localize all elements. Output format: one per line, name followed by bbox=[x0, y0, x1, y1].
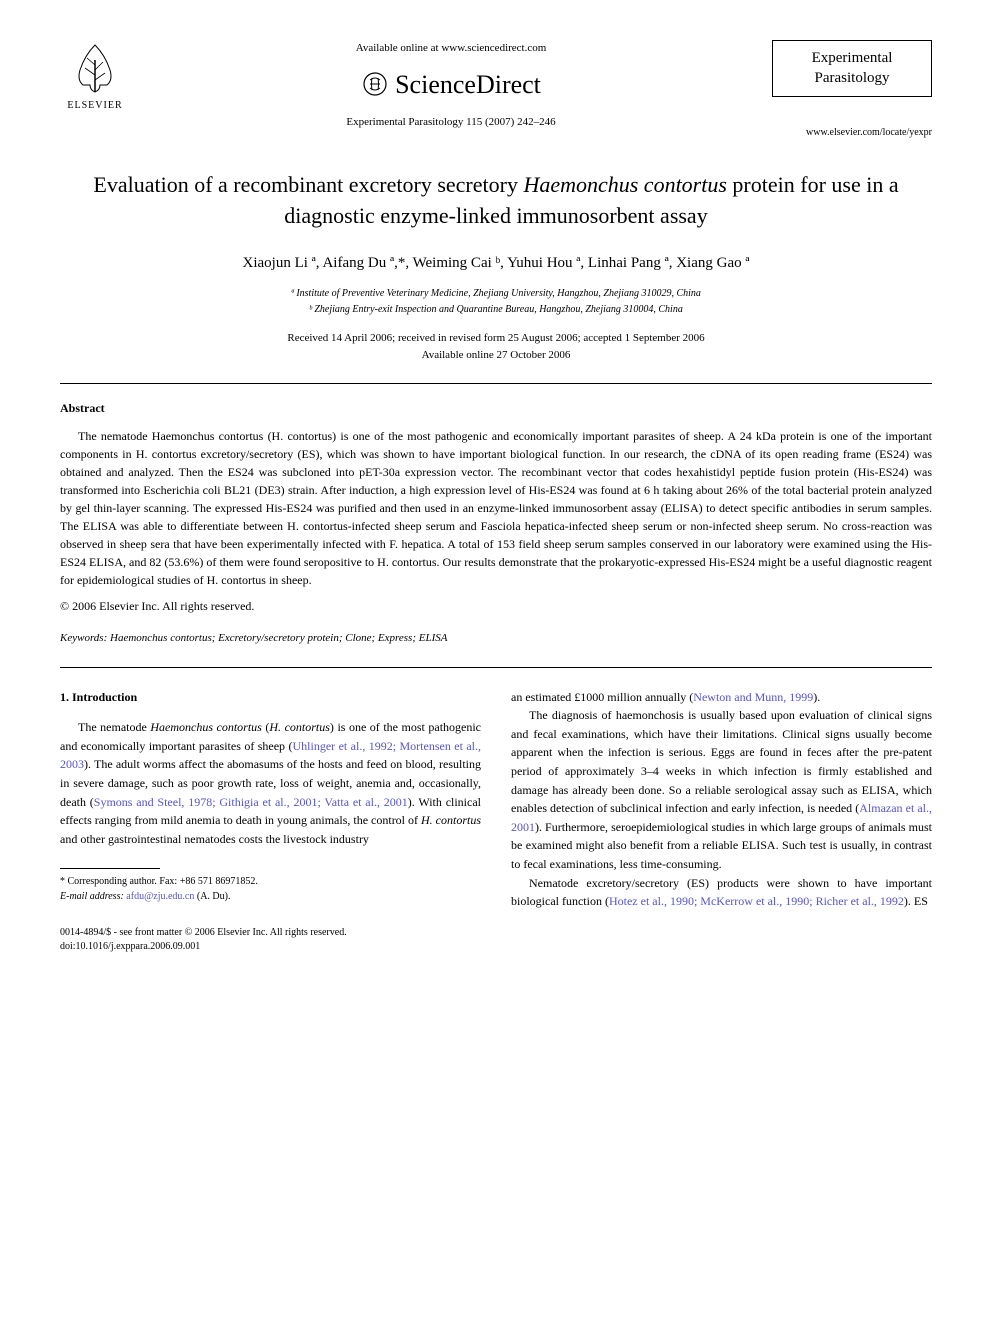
article-title: Evaluation of a recombinant excretory se… bbox=[60, 170, 932, 232]
journal-box: Experimental Parasitology bbox=[772, 40, 932, 97]
text-fragment: ). ES bbox=[904, 894, 928, 908]
citation-link[interactable]: Hotez et al., 1990; McKerrow et al., 199… bbox=[609, 894, 904, 908]
body-columns: 1. Introduction The nematode Haemonchus … bbox=[60, 688, 932, 911]
available-date: Available online 27 October 2006 bbox=[60, 347, 932, 364]
right-column: an estimated £1000 million annually (New… bbox=[511, 688, 932, 911]
sciencedirect-text: ScienceDirect bbox=[395, 65, 541, 104]
keywords: Keywords: Haemonchus contortus; Excretor… bbox=[60, 630, 932, 647]
text-fragment: The diagnosis of haemonchosis is usually… bbox=[511, 708, 932, 815]
received-date: Received 14 April 2006; received in revi… bbox=[60, 330, 932, 347]
left-col-p1: The nematode Haemonchus contortus (H. co… bbox=[60, 718, 481, 848]
text-fragment: an estimated £1000 million annually ( bbox=[511, 690, 693, 704]
corresponding-line1: * Corresponding author. Fax: +86 571 869… bbox=[60, 874, 481, 889]
email-label: E-mail address: bbox=[60, 891, 126, 902]
corresponding-author: * Corresponding author. Fax: +86 571 869… bbox=[60, 874, 481, 904]
copyright-text: © 2006 Elsevier Inc. All rights reserved… bbox=[60, 597, 932, 615]
right-col-p2: The diagnosis of haemonchosis is usually… bbox=[511, 706, 932, 873]
keywords-text: Haemonchus contortus; Excretory/secretor… bbox=[110, 632, 447, 644]
italic-species: H. contortus bbox=[269, 720, 330, 734]
elsevier-logo: ELSEVIER bbox=[60, 40, 130, 120]
affiliations: ª Institute of Preventive Veterinary Med… bbox=[60, 286, 932, 318]
elsevier-label: ELSEVIER bbox=[67, 98, 122, 113]
footer-line2: doi:10.1016/j.exppara.2006.09.001 bbox=[60, 940, 932, 954]
email-link[interactable]: afdu@zju.edu.cn bbox=[126, 891, 194, 902]
text-fragment: The nematode bbox=[78, 720, 150, 734]
article-dates: Received 14 April 2006; received in revi… bbox=[60, 330, 932, 363]
keywords-label: Keywords: bbox=[60, 632, 110, 644]
journal-box-column: Experimental Parasitology www.elsevier.c… bbox=[772, 40, 932, 140]
divider-top bbox=[60, 383, 932, 384]
corresponding-line2: E-mail address: afdu@zju.edu.cn (A. Du). bbox=[60, 889, 481, 904]
left-column: 1. Introduction The nematode Haemonchus … bbox=[60, 688, 481, 911]
abstract-text: The nematode Haemonchus contortus (H. co… bbox=[60, 427, 932, 589]
email-suffix: (A. Du). bbox=[194, 891, 230, 902]
text-fragment: and other gastrointestinal nematodes cos… bbox=[60, 832, 369, 846]
divider-bottom bbox=[60, 667, 932, 668]
italic-species: H. contortus bbox=[421, 813, 481, 827]
affiliation-b: ᵇ Zhejiang Entry-exit Inspection and Qua… bbox=[60, 302, 932, 318]
footnote-separator bbox=[60, 868, 160, 869]
right-col-p1: an estimated £1000 million annually (New… bbox=[511, 688, 932, 707]
text-fragment: ). bbox=[813, 690, 820, 704]
journal-name-line1: Experimental bbox=[785, 49, 919, 69]
available-online-text: Available online at www.sciencedirect.co… bbox=[130, 40, 772, 57]
journal-reference: Experimental Parasitology 115 (2007) 242… bbox=[130, 114, 772, 131]
text-fragment: ). Furthermore, seroepidemiological stud… bbox=[511, 820, 932, 871]
affiliation-a: ª Institute of Preventive Veterinary Med… bbox=[60, 286, 932, 302]
abstract-heading: Abstract bbox=[60, 399, 932, 417]
italic-species: Haemonchus contortus bbox=[150, 720, 262, 734]
right-col-p3: Nematode excretory/secretory (ES) produc… bbox=[511, 874, 932, 911]
footer-bottom: 0014-4894/$ - see front matter © 2006 El… bbox=[60, 926, 932, 954]
elsevier-tree-icon bbox=[65, 40, 125, 95]
sciencedirect-icon bbox=[361, 70, 389, 98]
title-part1: Evaluation of a recombinant excretory se… bbox=[93, 172, 523, 197]
section-1-heading: 1. Introduction bbox=[60, 688, 481, 707]
journal-url: www.elsevier.com/locate/yexpr bbox=[806, 125, 932, 140]
authors-list: Xiaojun Li ª, Aifang Du ª,*, Weiming Cai… bbox=[60, 252, 932, 275]
center-header: Available online at www.sciencedirect.co… bbox=[130, 40, 772, 130]
citation-link[interactable]: Newton and Munn, 1999 bbox=[693, 690, 813, 704]
sciencedirect-logo: ScienceDirect bbox=[130, 65, 772, 104]
footer-line1: 0014-4894/$ - see front matter © 2006 El… bbox=[60, 926, 932, 940]
header-top: ELSEVIER Available online at www.science… bbox=[60, 40, 932, 140]
title-italic1: Haemonchus contortus bbox=[523, 172, 726, 197]
journal-name-line2: Parasitology bbox=[785, 69, 919, 89]
citation-link[interactable]: Symons and Steel, 1978; Githigia et al.,… bbox=[94, 795, 408, 809]
